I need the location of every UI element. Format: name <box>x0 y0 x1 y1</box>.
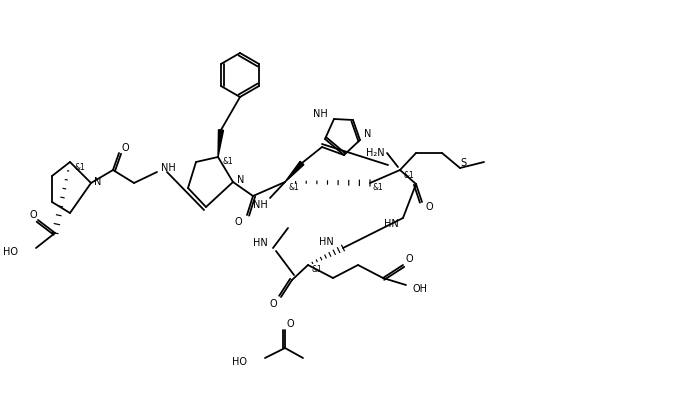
Text: N: N <box>94 177 102 187</box>
Text: O: O <box>425 202 433 212</box>
Text: O: O <box>269 299 277 309</box>
Text: HN: HN <box>253 238 267 248</box>
Text: OH: OH <box>412 284 427 294</box>
Text: O: O <box>406 254 413 264</box>
Text: &1: &1 <box>372 184 383 193</box>
Text: N: N <box>238 175 244 185</box>
Text: NH: NH <box>160 163 175 173</box>
Text: O: O <box>29 210 37 220</box>
Text: NH: NH <box>253 200 267 210</box>
Text: O: O <box>234 217 242 227</box>
Polygon shape <box>285 162 304 182</box>
Text: &1: &1 <box>288 182 299 191</box>
Text: HO: HO <box>232 357 247 367</box>
Text: O: O <box>286 319 294 329</box>
Text: HN: HN <box>384 219 398 229</box>
Text: O: O <box>121 143 129 153</box>
Text: NH: NH <box>313 109 328 119</box>
Text: &1: &1 <box>74 162 85 171</box>
Text: &1: &1 <box>403 171 414 180</box>
Text: &1: &1 <box>223 158 234 167</box>
Text: HN: HN <box>319 237 333 247</box>
Text: S: S <box>460 158 466 168</box>
Text: H₂N: H₂N <box>366 148 385 158</box>
Text: HO: HO <box>3 247 18 257</box>
Text: N: N <box>364 129 372 139</box>
Polygon shape <box>218 130 223 157</box>
Text: &1: &1 <box>311 266 322 274</box>
